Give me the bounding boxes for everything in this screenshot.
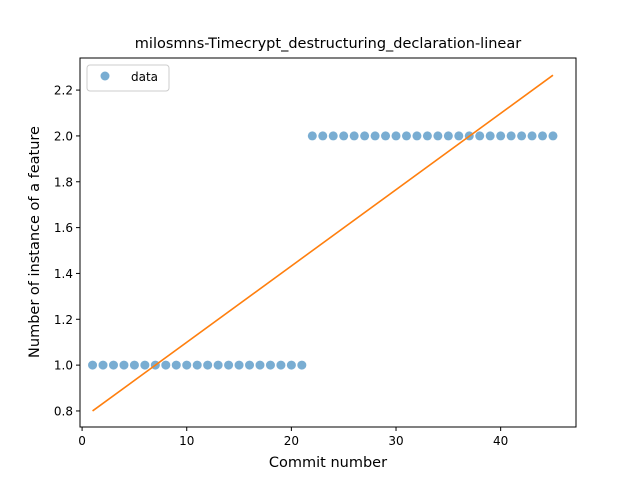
data-point xyxy=(318,131,328,141)
legend-marker-data xyxy=(100,71,110,81)
y-tick-label: 1.2 xyxy=(54,313,73,327)
y-tick-label: 1.0 xyxy=(54,359,73,373)
data-point xyxy=(129,360,139,370)
y-tick-label: 1.4 xyxy=(54,267,73,281)
y-tick-label: 0.8 xyxy=(54,404,73,418)
y-axis-label: Number of instance of a feature xyxy=(27,126,43,358)
data-point xyxy=(370,131,380,141)
y-tick-label: 1.8 xyxy=(54,175,73,189)
data-point xyxy=(349,131,359,141)
chart-title: milosmns-Timecrypt_destructuring_declara… xyxy=(135,36,521,52)
data-point xyxy=(108,360,118,370)
data-point xyxy=(401,131,411,141)
data-point xyxy=(391,131,401,141)
data-point xyxy=(213,360,223,370)
data-point xyxy=(245,360,255,370)
data-point xyxy=(548,131,558,141)
data-point xyxy=(360,131,370,141)
data-point xyxy=(527,131,537,141)
data-point xyxy=(485,131,495,141)
data-point xyxy=(517,131,527,141)
data-point xyxy=(443,131,453,141)
data-point xyxy=(255,360,265,370)
data-point xyxy=(412,131,422,141)
plot-area xyxy=(88,74,558,412)
data-point xyxy=(140,360,150,370)
data-point xyxy=(224,360,234,370)
data-point xyxy=(381,131,391,141)
x-axis-label: Commit number xyxy=(269,455,387,471)
data-point xyxy=(307,131,317,141)
data-point xyxy=(475,131,485,141)
y-tick-label: 1.6 xyxy=(54,221,73,235)
data-point xyxy=(161,360,171,370)
x-tick-label: 30 xyxy=(388,434,403,448)
x-tick-label: 20 xyxy=(284,434,299,448)
data-point xyxy=(192,360,202,370)
data-point xyxy=(265,360,275,370)
data-point xyxy=(88,360,98,370)
data-point xyxy=(297,360,307,370)
data-point xyxy=(422,131,432,141)
trend-line xyxy=(92,74,554,412)
data-point xyxy=(276,360,286,370)
data-point xyxy=(506,131,516,141)
legend-label-data: data xyxy=(131,70,158,84)
data-point xyxy=(203,360,213,370)
legend-box xyxy=(86,64,170,92)
data-point xyxy=(433,131,443,141)
data-point xyxy=(496,131,506,141)
data-point xyxy=(119,360,129,370)
data-point xyxy=(182,360,192,370)
x-tick-label: 10 xyxy=(179,434,194,448)
legend: data xyxy=(86,64,170,92)
data-point xyxy=(234,360,244,370)
data-point xyxy=(98,360,108,370)
data-point xyxy=(454,131,464,141)
axes-frame xyxy=(79,57,577,428)
x-tick-label: 40 xyxy=(493,434,508,448)
axis-ticks: 0 10 20 30 40 0.8 1.0 1.2 1.4 1.6 1.8 2.0 2.2 xyxy=(54,84,508,448)
data-point xyxy=(286,360,296,370)
y-tick-label: 2.2 xyxy=(54,84,73,98)
data-point xyxy=(339,131,349,141)
data-point xyxy=(538,131,548,141)
data-point xyxy=(328,131,338,141)
x-tick-label: 0 xyxy=(78,434,86,448)
data-point xyxy=(171,360,181,370)
y-tick-label: 2.0 xyxy=(54,129,73,143)
